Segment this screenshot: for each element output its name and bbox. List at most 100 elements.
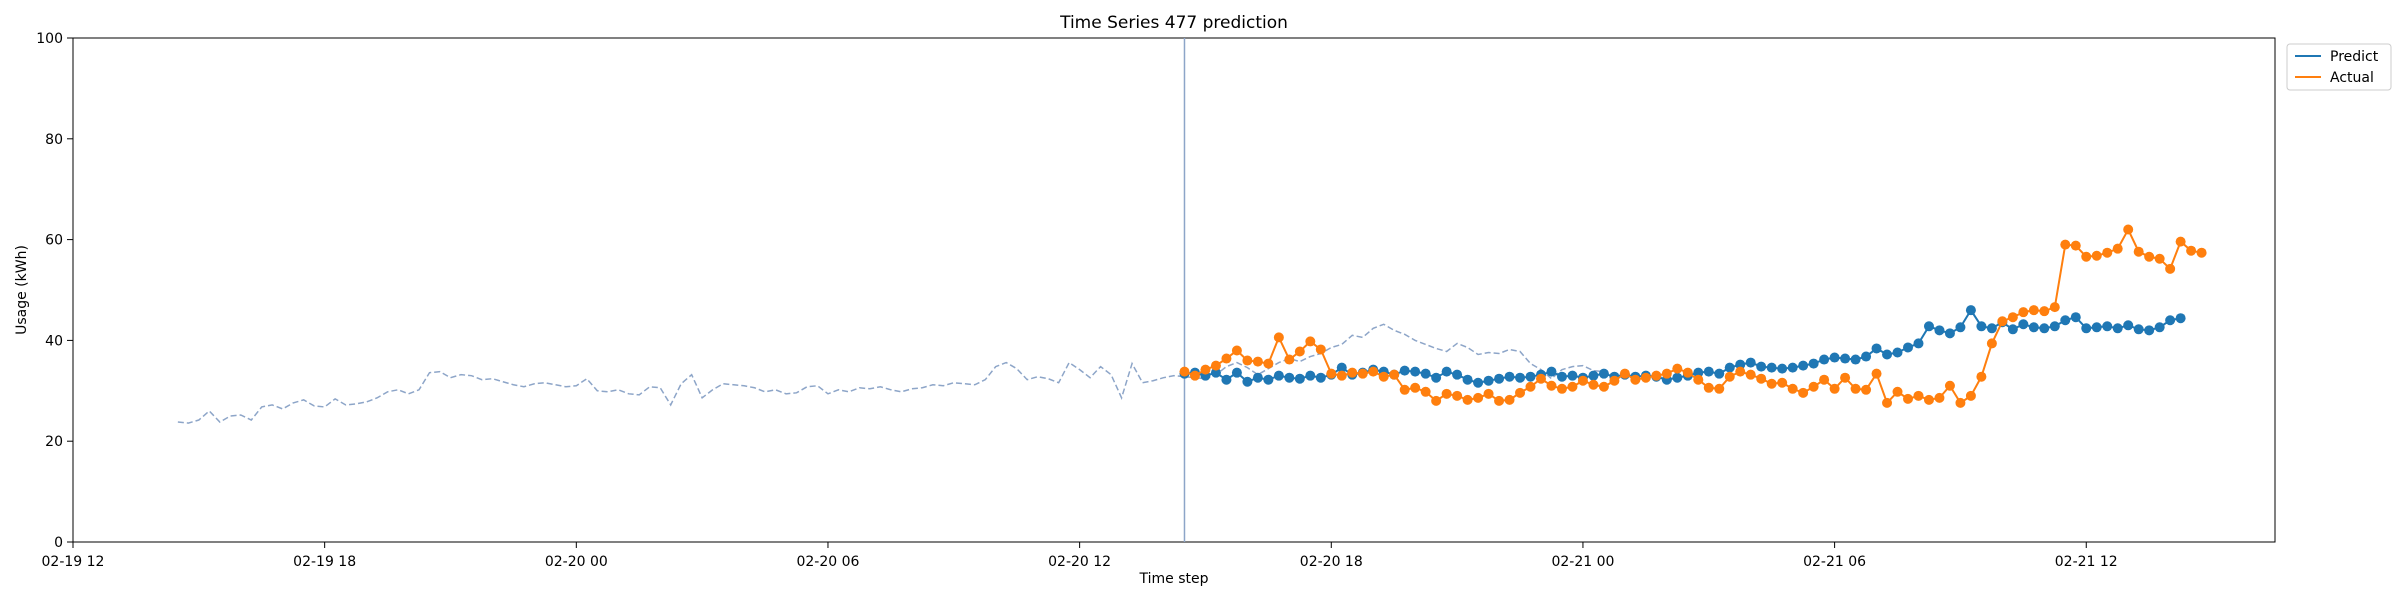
data-point-actual bbox=[2091, 250, 2102, 261]
data-point-actual bbox=[2196, 247, 2207, 258]
data-point-actual bbox=[1410, 382, 1421, 393]
data-point-actual bbox=[1965, 390, 1976, 401]
data-point-actual bbox=[1473, 392, 1484, 403]
data-point-predict bbox=[1819, 354, 1830, 365]
data-point-predict bbox=[1923, 321, 1934, 332]
data-point-actual bbox=[1661, 368, 1672, 379]
data-point-predict bbox=[2165, 315, 2176, 326]
data-point-predict bbox=[2070, 312, 2081, 323]
data-point-predict bbox=[1452, 369, 1463, 380]
data-point-actual bbox=[1536, 373, 1546, 384]
data-point-actual bbox=[1672, 363, 1683, 374]
data-point-actual bbox=[1913, 390, 1924, 401]
data-point-predict bbox=[2102, 321, 2113, 332]
data-point-predict bbox=[1273, 370, 1284, 381]
data-point-predict bbox=[1850, 354, 1861, 365]
data-point-predict bbox=[1210, 367, 1221, 378]
legend: Predict Actual bbox=[2286, 43, 2392, 91]
legend-label-actual: Actual bbox=[2330, 70, 2374, 86]
data-point-predict bbox=[1787, 362, 1798, 373]
data-point-predict bbox=[2018, 319, 2029, 330]
data-point-predict bbox=[1420, 368, 1431, 379]
data-point-actual bbox=[1955, 397, 1966, 408]
data-point-actual bbox=[1336, 370, 1347, 381]
data-point-predict bbox=[1882, 349, 1893, 360]
data-point-actual bbox=[1315, 344, 1326, 355]
x-tick-label: 02-20 12 bbox=[1048, 554, 1111, 570]
data-point-actual bbox=[2018, 307, 2029, 318]
data-point-actual bbox=[1997, 316, 2008, 327]
x-tick-label: 02-21 06 bbox=[1803, 554, 1866, 570]
data-point-predict bbox=[1892, 347, 1903, 358]
x-tick-label: 02-19 12 bbox=[42, 554, 105, 570]
data-point-actual bbox=[1619, 368, 1630, 379]
data-point-predict bbox=[2060, 315, 2071, 326]
x-axis-label: Time step bbox=[1139, 571, 1209, 587]
data-point-actual bbox=[1640, 372, 1651, 383]
data-point-actual bbox=[1357, 368, 1368, 379]
data-point-predict bbox=[1305, 370, 1316, 381]
data-point-predict bbox=[1525, 371, 1536, 382]
data-point-predict bbox=[1441, 366, 1452, 377]
data-point-predict bbox=[2112, 323, 2123, 334]
data-point-predict bbox=[1473, 377, 1484, 388]
x-tick-label: 02-19 18 bbox=[293, 554, 356, 570]
data-point-actual bbox=[1861, 384, 1872, 395]
data-point-predict bbox=[1798, 360, 1809, 371]
data-point-actual bbox=[1944, 380, 1955, 391]
data-point-actual bbox=[1210, 360, 1221, 371]
data-point-actual bbox=[1934, 392, 1945, 403]
data-point-predict bbox=[1588, 370, 1599, 381]
y-tick-label: 60 bbox=[45, 233, 63, 249]
data-point-actual bbox=[1808, 381, 1819, 392]
data-point-actual bbox=[1819, 374, 1830, 385]
data-point-actual bbox=[1693, 374, 1704, 385]
plot-frame bbox=[72, 37, 2276, 543]
data-point-predict bbox=[1693, 367, 1704, 378]
data-point-actual bbox=[1871, 368, 1882, 379]
data-point-actual bbox=[1452, 390, 1463, 401]
data-point-actual bbox=[1777, 377, 1788, 388]
data-point-actual bbox=[1787, 383, 1798, 394]
data-point-actual bbox=[1976, 371, 1987, 382]
data-point-actual bbox=[2123, 224, 2134, 235]
data-point-actual bbox=[1588, 379, 1599, 390]
data-point-actual bbox=[2133, 246, 2144, 257]
data-point-predict bbox=[1955, 322, 1966, 333]
data-point-predict bbox=[1462, 374, 1473, 385]
data-point-actual bbox=[2028, 305, 2039, 316]
data-point-actual bbox=[1221, 353, 1232, 364]
data-point-actual bbox=[2039, 306, 2050, 317]
data-point-actual bbox=[1273, 332, 1284, 343]
data-point-actual bbox=[1179, 366, 1190, 377]
data-point-actual bbox=[1189, 370, 1200, 381]
data-point-actual bbox=[2070, 240, 2081, 251]
data-point-actual bbox=[1735, 366, 1746, 377]
data-point-actual bbox=[1420, 386, 1431, 397]
data-point-predict bbox=[1913, 338, 1924, 349]
data-point-predict bbox=[1714, 368, 1725, 379]
data-point-actual bbox=[2049, 302, 2060, 313]
y-tick-label: 80 bbox=[45, 132, 63, 148]
data-point-actual bbox=[1630, 374, 1641, 385]
data-point-predict bbox=[2049, 321, 2060, 332]
data-point-predict bbox=[1567, 370, 1578, 381]
data-point-predict bbox=[1315, 372, 1326, 383]
data-point-predict bbox=[1263, 374, 1274, 385]
data-point-actual bbox=[1724, 371, 1735, 382]
y-axis-label: Usage (kWh) bbox=[14, 245, 30, 335]
data-point-actual bbox=[1745, 369, 1756, 380]
data-point-predict bbox=[1944, 328, 1955, 339]
data-point-actual bbox=[1651, 370, 1662, 381]
data-point-predict bbox=[1546, 366, 1557, 377]
data-point-predict bbox=[1934, 325, 1945, 336]
data-point-predict bbox=[1515, 372, 1526, 383]
chart-title: Time Series 477 prediction bbox=[1059, 13, 1288, 33]
data-point-actual bbox=[1882, 397, 1893, 408]
data-point-actual bbox=[1305, 336, 1316, 347]
data-point-actual bbox=[1546, 380, 1557, 391]
data-point-predict bbox=[2081, 323, 2092, 334]
data-point-actual bbox=[1294, 346, 1305, 357]
data-point-actual bbox=[1347, 367, 1358, 378]
